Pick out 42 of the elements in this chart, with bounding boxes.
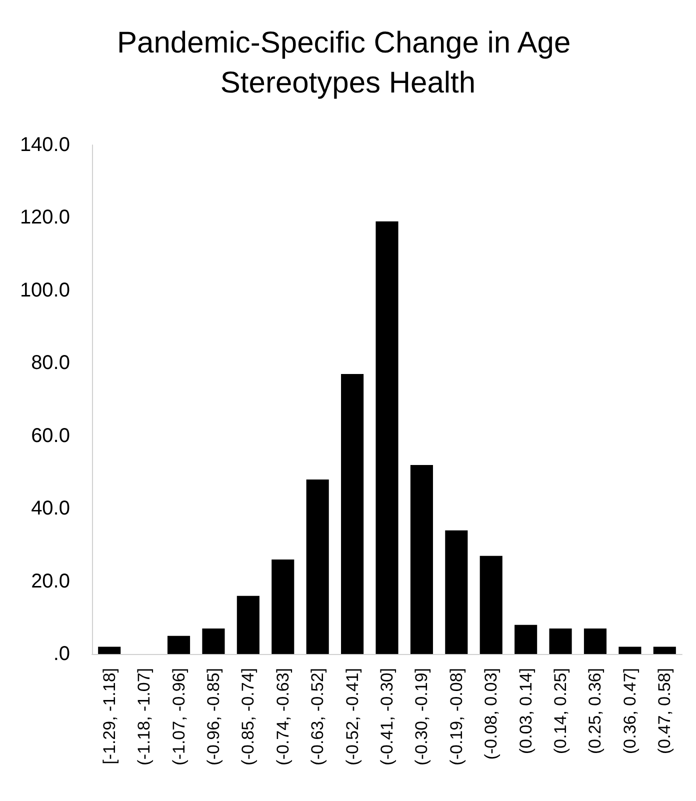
y-tick-label: 80.0 bbox=[31, 352, 70, 374]
x-tick-label: (0.47, 0.58] bbox=[655, 668, 674, 754]
x-tick-label: (-0.52, -0.41] bbox=[342, 668, 362, 766]
x-tick-label: (-0.30, -0.19] bbox=[412, 668, 432, 766]
y-tick-label: 60.0 bbox=[31, 424, 70, 447]
bar bbox=[167, 636, 190, 654]
bar bbox=[376, 221, 398, 654]
bar bbox=[618, 646, 642, 654]
bar bbox=[653, 646, 676, 654]
x-tick-label: (-0.96, -0.85] bbox=[204, 668, 223, 766]
x-tick-label: (-0.19, -0.08] bbox=[446, 668, 466, 766]
bar bbox=[480, 556, 502, 654]
y-tick-label: 120.0 bbox=[20, 206, 70, 229]
x-tick-label: (0.03, 0.14] bbox=[516, 668, 536, 754]
bar bbox=[410, 464, 433, 654]
bar bbox=[306, 479, 329, 654]
x-tick-label: (-0.41, -0.30] bbox=[378, 668, 396, 766]
bar bbox=[236, 596, 260, 654]
x-tick-label: (-0.74, -0.63] bbox=[273, 668, 292, 766]
bar bbox=[514, 624, 538, 654]
x-tick-label: (-0.08, 0.03] bbox=[482, 668, 501, 760]
x-tick-label: (-0.85, -0.74] bbox=[238, 668, 258, 766]
x-tick-label: (-1.07, -0.96] bbox=[169, 668, 188, 766]
bar bbox=[584, 628, 607, 654]
x-tick-label: (-1.18, -1.07] bbox=[134, 668, 154, 766]
bar bbox=[202, 628, 225, 654]
bar bbox=[98, 646, 121, 654]
x-tick-label: (0.14, 0.25] bbox=[551, 668, 570, 754]
y-tick-label: 100.0 bbox=[20, 279, 70, 302]
y-tick-label: 40.0 bbox=[31, 498, 70, 520]
x-tick-label: [-1.29, -1.18] bbox=[100, 668, 119, 764]
chart-title: Pandemic-Specific Change in Age Stereotypes Health bbox=[117, 26, 579, 100]
x-tick-label: (-0.63, -0.52] bbox=[308, 668, 328, 766]
x-tick-label: (0.25, 0.36] bbox=[586, 668, 605, 754]
bar bbox=[272, 559, 294, 654]
y-tick-label: 140.0 bbox=[20, 134, 70, 156]
y-tick-label: .0 bbox=[53, 643, 70, 665]
x-tick-label: (0.36, 0.47] bbox=[620, 668, 640, 754]
bar bbox=[341, 374, 364, 654]
bar bbox=[549, 628, 572, 654]
y-tick-label: 20.0 bbox=[31, 570, 70, 592]
bar bbox=[445, 530, 468, 654]
